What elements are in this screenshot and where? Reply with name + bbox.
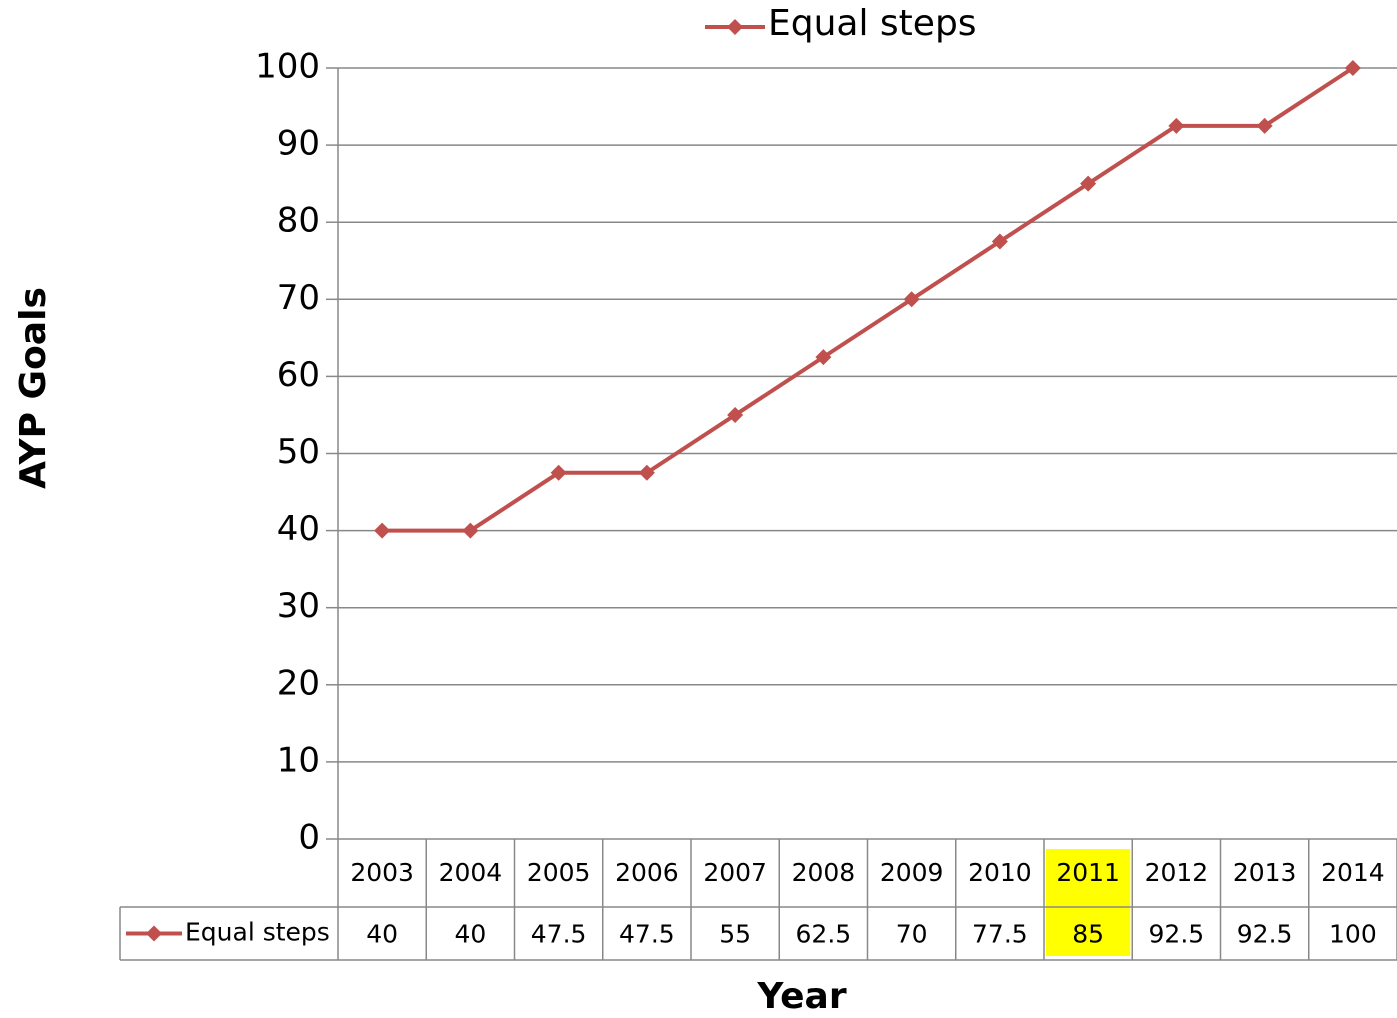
- marker: [727, 406, 744, 423]
- x-tick-label: 2012: [1145, 858, 1209, 887]
- marker: [903, 291, 920, 308]
- x-tick-label: 2007: [703, 858, 767, 887]
- marker: [374, 522, 391, 539]
- highlight: [1046, 849, 1131, 956]
- x-tick-label: 2005: [527, 858, 591, 887]
- y-tick-label: 70: [277, 278, 320, 318]
- x-tick-label: 2013: [1233, 858, 1297, 887]
- x-tick-label: 2004: [439, 858, 503, 887]
- table-value: 92.5: [1149, 920, 1205, 949]
- x-tick-label: 2008: [792, 858, 856, 887]
- table-value: 40: [454, 920, 486, 949]
- table-value: 85: [1072, 920, 1104, 949]
- y-tick-label: 10: [277, 740, 320, 780]
- series-line: [382, 66, 1354, 533]
- x-tick-label: 2014: [1321, 858, 1385, 887]
- table-value: 100: [1329, 920, 1377, 949]
- x-tick-label: 2011: [1056, 858, 1120, 887]
- marker: [462, 522, 479, 539]
- y-tick-label: 60: [277, 355, 320, 395]
- table-value: 55: [719, 920, 751, 949]
- y-tick-label: 0: [298, 818, 320, 858]
- x-tick-label: 2006: [615, 858, 679, 887]
- table-key-marker: [146, 925, 162, 942]
- table-value: 92.5: [1237, 920, 1293, 949]
- y-tick-label: 100: [255, 47, 320, 87]
- table-value: 77.5: [972, 920, 1028, 949]
- x-tick-label: 2010: [968, 858, 1032, 887]
- table-value: 47.5: [619, 920, 675, 949]
- table-series-name: Equal steps: [185, 918, 330, 947]
- table-value: 40: [366, 920, 398, 949]
- marker: [991, 233, 1008, 250]
- table-value: 47.5: [531, 920, 587, 949]
- marker: [1168, 117, 1185, 134]
- legend-label: Equal steps: [768, 3, 977, 44]
- legend-marker: [727, 19, 743, 35]
- y-tick-label: 30: [277, 586, 320, 626]
- y-tick-label: 20: [277, 663, 320, 703]
- marker: [638, 464, 655, 481]
- x-axis-title: Year: [756, 976, 846, 1017]
- marker: [550, 464, 567, 481]
- marker: [1256, 117, 1273, 134]
- marker: [1344, 60, 1361, 76]
- marker: [815, 349, 832, 366]
- table-value: 70: [896, 920, 928, 949]
- y-tick-label: 40: [277, 509, 320, 549]
- y-tick-label: 80: [277, 201, 320, 241]
- marker: [1080, 175, 1097, 192]
- y-tick-label: 90: [277, 124, 320, 164]
- y-tick-label: 50: [277, 432, 320, 472]
- y-axis-title: AYP Goals: [13, 287, 54, 489]
- x-tick-label: 2003: [350, 858, 414, 887]
- table-value: 62.5: [796, 920, 852, 949]
- x-tick-label: 2009: [880, 858, 944, 887]
